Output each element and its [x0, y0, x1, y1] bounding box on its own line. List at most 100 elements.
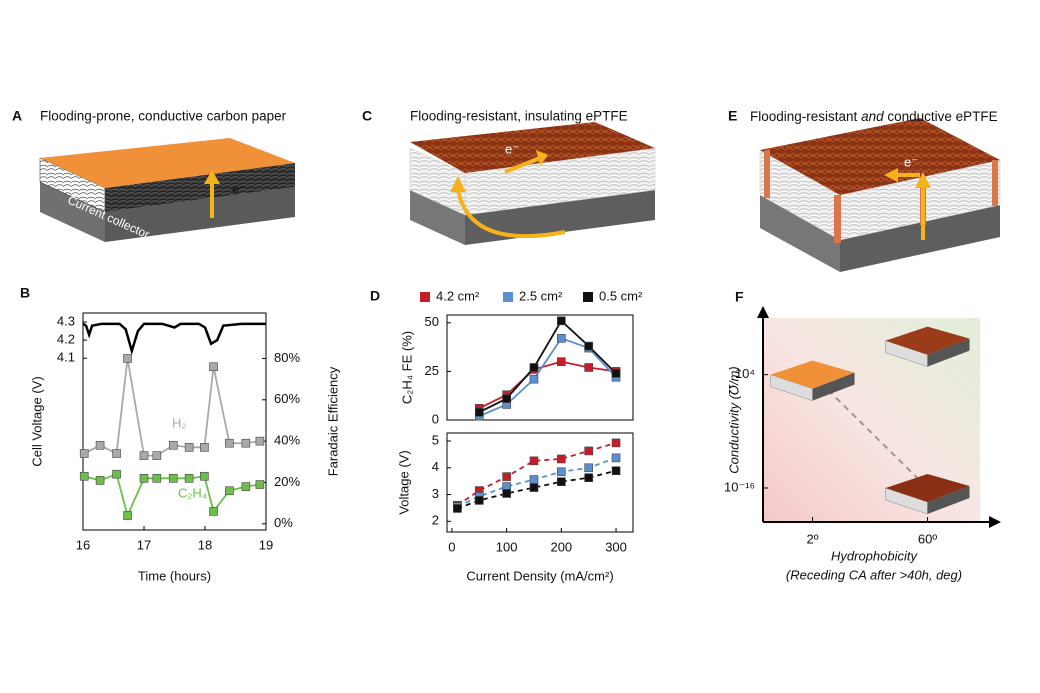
plot-frame	[82, 312, 267, 531]
panel-letter: D	[370, 288, 380, 304]
panel-letter: B	[20, 285, 30, 301]
marker	[200, 471, 209, 481]
marker	[584, 446, 593, 456]
y-tick-label: 2	[432, 513, 439, 528]
marker	[611, 453, 621, 463]
electron-label: e⁻	[904, 154, 918, 169]
plot-frame	[446, 314, 634, 421]
series-line	[478, 319, 617, 414]
marker	[139, 474, 149, 483]
title-part: Flooding-resistant	[750, 109, 861, 124]
y-axis-label: Cell Voltage (V)	[29, 376, 44, 466]
x-axis-label: Time (hours)	[138, 568, 211, 583]
series-label: H₂	[172, 415, 186, 430]
icon-top	[770, 360, 855, 389]
marker	[502, 489, 511, 498]
marker	[502, 472, 511, 481]
marker	[255, 436, 265, 446]
y2-tick-label: 40%	[274, 433, 300, 448]
legend-swatch	[583, 292, 593, 302]
y-tick-label: 25	[425, 363, 439, 378]
y-tick-label: 4	[432, 459, 439, 474]
legend-label: 0.5 cm²	[599, 288, 643, 303]
marker	[79, 449, 89, 458]
marker	[584, 473, 593, 482]
y-tick-label: 4.1	[57, 350, 75, 365]
marker	[584, 463, 593, 473]
marker	[255, 480, 265, 489]
y-tick-label: 4.3	[57, 313, 75, 328]
marker	[95, 440, 105, 450]
y2-tick-label: 0%	[274, 515, 293, 530]
y-tick-label: 0	[432, 411, 439, 426]
x-axis-label: Current Density (mA/cm²)	[466, 568, 613, 583]
legend-swatch	[420, 292, 430, 302]
y2-tick-label: 80%	[274, 350, 300, 365]
legend-label: 4.2 cm²	[436, 288, 480, 303]
x-tick-label: 16	[76, 537, 90, 552]
marker	[225, 438, 234, 448]
panel-title: Flooding-prone, conductive carbon paper	[40, 109, 287, 124]
icon-side	[927, 486, 970, 514]
series-label: C₂H₄	[178, 485, 207, 500]
marker	[152, 451, 162, 460]
y2-tick-label: 60%	[274, 391, 300, 406]
panel-letter: C	[362, 108, 372, 124]
x-tick-label: 18	[198, 537, 212, 552]
panel-letter: F	[735, 289, 744, 305]
marker	[241, 482, 251, 491]
legend-swatch	[503, 292, 513, 302]
marker	[584, 341, 593, 351]
marker	[112, 469, 121, 479]
y-tick-label: 5	[432, 432, 439, 447]
series-line	[82, 322, 266, 356]
sample-icon	[885, 474, 970, 515]
y2-axis-label: Faradaic Efficiency	[325, 366, 340, 476]
marker	[557, 357, 566, 366]
marker	[474, 496, 484, 505]
icon-top	[885, 474, 970, 502]
marker	[557, 467, 566, 477]
panel-title: Flooding-resistant and conductive ePTFE	[750, 109, 998, 124]
icon-top	[885, 326, 970, 355]
marker	[502, 394, 511, 403]
marker	[168, 474, 178, 483]
sample-icon	[885, 326, 970, 368]
y-axis-label: Conductivity (℧/m)	[726, 366, 741, 473]
marker	[529, 374, 539, 384]
x-tick-label: 60º	[918, 531, 937, 546]
x-axis-arrow	[989, 516, 1001, 528]
y-axis-label: C₂H₄ FE (%)	[399, 331, 414, 404]
x-axis-label-2: (Receding CA after >40h, deg)	[786, 567, 962, 582]
title-part: conductive ePTFE	[884, 109, 998, 124]
panel-letter: E	[728, 108, 737, 124]
illustration-e	[759, 118, 1001, 272]
marker	[611, 466, 621, 476]
marker	[529, 456, 539, 466]
y-tick-label: 3	[432, 486, 439, 501]
marker	[557, 454, 566, 464]
marker	[529, 475, 539, 484]
marker	[123, 354, 132, 363]
marker	[209, 362, 218, 372]
y-axis-label: Voltage (V)	[396, 450, 411, 514]
marker	[557, 477, 566, 486]
trend-line	[811, 373, 929, 489]
illustration-c	[409, 122, 656, 245]
marker	[611, 438, 621, 448]
y-axis-arrow	[757, 306, 769, 318]
marker	[529, 483, 539, 492]
x-tick-label: 100	[496, 539, 518, 554]
legend-label: 2.5 cm²	[519, 288, 563, 303]
x-tick-label: 200	[550, 539, 572, 554]
marker	[95, 476, 105, 485]
y-tick-label: 4.2	[57, 332, 75, 347]
icon-side	[812, 372, 855, 401]
y-tick-label: 10⁴	[735, 366, 755, 381]
marker	[79, 471, 89, 481]
marker	[225, 486, 234, 496]
marker	[184, 474, 194, 483]
y-tick-label: 50	[425, 314, 439, 329]
x-tick-label: 300	[605, 539, 627, 554]
